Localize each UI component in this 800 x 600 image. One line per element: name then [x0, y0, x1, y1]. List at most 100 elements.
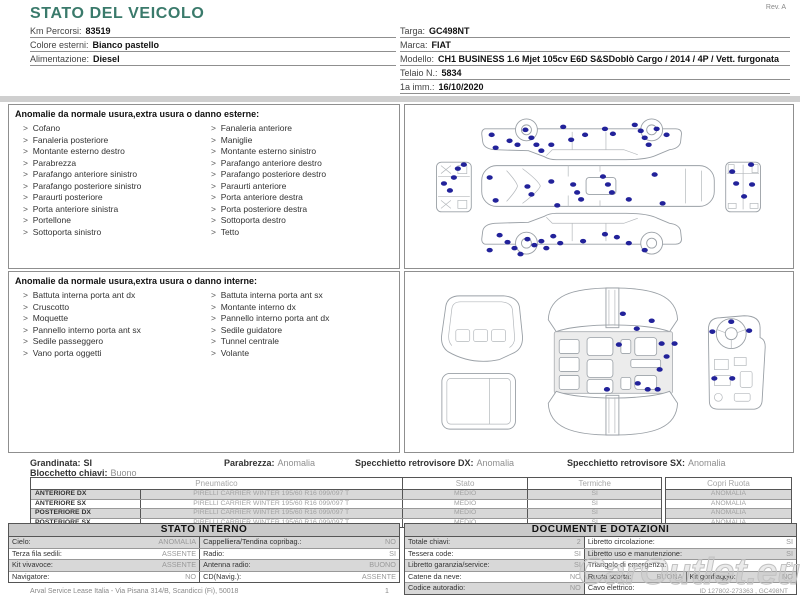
damage-dot	[747, 162, 755, 167]
tyre-table: Pneumatico Stato Termiche ANTERIORE DX PI…	[30, 477, 662, 528]
damage-dot	[486, 175, 493, 180]
damage-dot	[538, 148, 545, 154]
anomaly-item: Parafango posteriore destro	[211, 169, 326, 181]
wheel-cover-cell: ANOMALIA	[666, 490, 791, 500]
tyre-header-termiche: Termiche	[578, 479, 611, 488]
anomaly-item: Porta anteriore sinistra	[23, 204, 141, 216]
damage-dot	[528, 192, 535, 197]
tyre-cell-position: POSTERIORE SX	[31, 518, 141, 527]
kv-cell: Libretto uso e manutenzione: SI	[584, 548, 796, 559]
anomaly-item: Tetto	[211, 227, 326, 239]
dashboard	[707, 315, 766, 410]
anomaly-item: Montante esterno destro	[23, 146, 141, 158]
anomaly-item: Volante	[211, 348, 329, 360]
wheel-cover-cell: ANOMALIA	[666, 509, 791, 519]
tyre-table-header: Pneumatico Stato Termiche	[31, 478, 661, 490]
vehicle-info-left: Km Percorsi: 83519 Colore esterni: Bianco p…	[30, 24, 396, 66]
table-row: Tessera code: SI Libretto uso e manutenzio…	[405, 548, 796, 560]
exterior-anomalies-col1: CofanoFanaleria posterioreMontante ester…	[23, 123, 142, 239]
anomaly-item: Parabrezza	[23, 158, 141, 170]
damage-dot	[625, 197, 632, 202]
kv-cell: Triangolo di emergenza: SI	[587, 560, 793, 569]
tyre-cell-stato: MEDIO	[403, 490, 529, 499]
tyre-header-pneumatico: Pneumatico	[31, 478, 403, 489]
anomaly-item: Battuta interna porta ant dx	[23, 290, 141, 302]
damage-dot	[450, 175, 457, 180]
stato-interno-rows: Cielo: ANOMALIA Cappelliera/Tendina coprib…	[9, 537, 399, 582]
info-row: Targa: GC498NT	[400, 24, 790, 38]
wheel-cover-header: Copri Ruota	[666, 478, 791, 490]
tyre-cell-stato: MEDIO	[403, 509, 529, 518]
damage-dot	[663, 132, 670, 138]
damage-dot	[574, 190, 581, 195]
anomaly-item: Montante esterno sinistro	[211, 146, 326, 158]
kv-cell: Kit vivavoce: ASSENTE	[9, 560, 201, 571]
damage-dot	[656, 367, 663, 372]
wheel-cover-rows: ANOMALIA ANOMALIA ANOMALIA ANOMALIA	[666, 490, 791, 527]
damage-dot	[663, 354, 670, 359]
damage-dot	[517, 251, 524, 257]
damage-dot	[533, 142, 540, 148]
damage-dot	[631, 122, 638, 128]
info-row: Km Percorsi: 83519	[30, 24, 396, 38]
damage-dot	[648, 318, 655, 324]
damage-dot	[659, 201, 666, 206]
kv-cell: Ruota scorta: BUONA	[584, 571, 687, 582]
anomaly-item: Pannello interno porta ant sx	[23, 325, 141, 337]
damage-dot	[633, 326, 640, 331]
damage-dot	[641, 135, 648, 141]
footer-address: Arval Service Lease Italia - Via Pisana …	[30, 588, 239, 595]
damage-dot	[548, 179, 555, 184]
damage-dot	[603, 387, 611, 392]
kv-cell: Terza fila sedili: ASSENTE	[9, 548, 201, 559]
page-title: STATO DEL VEICOLO	[30, 5, 205, 22]
damage-dot	[543, 245, 550, 251]
damage-dot	[637, 128, 644, 134]
damage-dot	[557, 240, 564, 246]
info-row: Colore esterni: Bianco pastello	[30, 38, 396, 52]
stato-interno-title: STATO INTERNO	[9, 524, 399, 537]
tyre-cell-tyre: PIRELLI CARRIER WINTER 195/60 R16 099/09…	[141, 490, 403, 499]
documenti-dotazioni-rows: Totale chiavi: 2 Libretto circolazione: SI T…	[405, 537, 796, 594]
page-number: 1	[385, 588, 389, 595]
exterior-anomalies-col2: Fanaleria anterioreManiglieMontante este…	[211, 123, 326, 238]
anomaly-item: Sottoporta sinistro	[23, 227, 141, 239]
damage-dot	[634, 381, 641, 386]
anomaly-item: Cruscotto	[23, 302, 141, 314]
damage-dot	[514, 142, 521, 148]
anomaly-item: Montante interno dx	[211, 302, 329, 314]
cabin-floor-plan	[547, 287, 679, 436]
anomaly-item: Sottoporta destro	[211, 215, 326, 227]
kv-cell: Tessera code: SI	[405, 548, 585, 559]
damage-dot	[729, 169, 736, 174]
tyre-cell-position: ANTERIORE SX	[31, 499, 141, 508]
damage-dot	[578, 197, 585, 202]
damage-dot	[653, 126, 660, 132]
car-top-view	[481, 165, 715, 207]
kv-cell: Cappelliera/Tendina copribag.: NO	[200, 537, 399, 548]
damage-dot	[608, 190, 615, 195]
damage-dot	[604, 182, 612, 187]
damage-dot	[504, 239, 511, 245]
kv-cell: Codice autoradio: NO	[405, 583, 585, 594]
damage-dot	[619, 311, 626, 317]
damage-dot	[601, 126, 609, 132]
damage-dot	[654, 387, 661, 392]
tyre-cell-termiche: SI	[591, 499, 598, 507]
interior-anomalies-col2: Battuta interna porta ant sxMontante int…	[211, 290, 330, 360]
kv-cell: Catene da neve: NO	[405, 571, 585, 582]
kv-cell: Cavo elettrico:	[587, 583, 635, 592]
anomaly-item: Porta posteriore destra	[211, 204, 326, 216]
wheel-cover-cell: ANOMALIA	[666, 500, 791, 509]
table-row: Kit vivavoce: ASSENTE Antenna radio: BUONO	[9, 560, 399, 572]
damage-dot	[711, 376, 718, 381]
damage-dot	[581, 132, 589, 138]
damage-dot	[531, 242, 538, 248]
anomaly-item: Maniglie	[211, 135, 326, 147]
damage-dot	[492, 198, 499, 203]
revision-label: Rev. A	[765, 4, 786, 11]
damage-dot	[524, 236, 531, 242]
interior-anomalies-panel: Anomalie da normale usura,extra usura o …	[8, 271, 400, 453]
anomaly-item: Battuta interna porta ant sx	[211, 290, 329, 302]
